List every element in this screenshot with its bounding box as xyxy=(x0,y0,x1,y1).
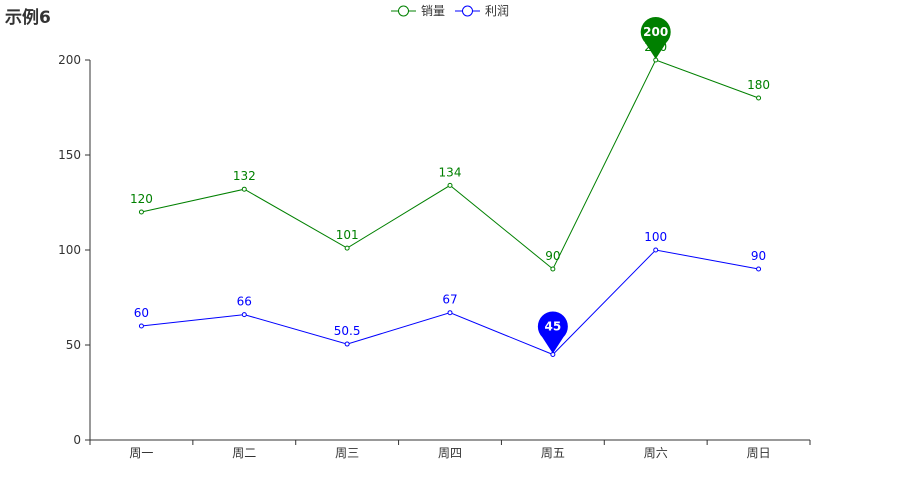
data-label: 100 xyxy=(644,230,667,244)
data-point[interactable] xyxy=(756,266,762,272)
x-tick-label: 周一 xyxy=(129,446,153,460)
x-tick-label: 周六 xyxy=(644,446,668,460)
data-point[interactable] xyxy=(344,341,350,347)
chart-title: 示例6 xyxy=(5,8,51,28)
data-point[interactable] xyxy=(138,323,144,329)
data-label: 180 xyxy=(747,78,770,92)
data-label: 60 xyxy=(134,306,149,320)
legend-item-1[interactable]: 销量 xyxy=(391,4,445,18)
series-1: 12013210113490200180 xyxy=(130,40,770,272)
y-tick-label: 0 xyxy=(73,433,81,447)
data-point[interactable] xyxy=(653,247,659,253)
data-point[interactable] xyxy=(241,186,247,192)
x-tick-label: 周五 xyxy=(541,446,565,460)
legend[interactable]: 销量 利润 xyxy=(391,4,509,18)
data-label: 90 xyxy=(751,249,766,263)
data-label: 120 xyxy=(130,192,153,206)
legend-symbol xyxy=(398,5,409,17)
marker-pin-min[interactable]: 45 xyxy=(537,311,568,354)
data-point[interactable] xyxy=(344,245,350,251)
x-tick-label: 周日 xyxy=(747,446,771,460)
y-tick-label: 50 xyxy=(66,338,81,352)
legend-item-2[interactable]: 利润 xyxy=(455,4,509,18)
data-label: 66 xyxy=(237,295,252,309)
data-label: 134 xyxy=(439,165,462,179)
legend-label: 销量 xyxy=(421,4,445,18)
legend-label: 利润 xyxy=(485,4,509,18)
data-point[interactable] xyxy=(550,266,556,272)
pin-shape xyxy=(640,17,671,60)
data-label: 132 xyxy=(233,169,256,183)
data-point[interactable] xyxy=(241,312,247,318)
legend-symbol xyxy=(462,5,473,17)
data-point[interactable] xyxy=(756,95,762,101)
y-tick-label: 200 xyxy=(58,53,81,67)
data-point[interactable] xyxy=(447,310,453,316)
pin-value: 45 xyxy=(545,320,562,334)
series-2: 60 66 50.5 67 100 90 xyxy=(134,230,766,357)
data-label: 50.5 xyxy=(334,324,361,338)
x-tick-label: 周四 xyxy=(438,446,462,460)
data-label: 101 xyxy=(336,228,359,242)
data-point[interactable] xyxy=(138,209,144,215)
y-tick-label: 150 xyxy=(58,148,81,162)
x-tick-label: 周三 xyxy=(335,446,359,460)
data-point[interactable] xyxy=(447,182,453,188)
data-label: 90 xyxy=(545,249,560,263)
pin-value: 200 xyxy=(643,25,668,39)
marker-pin-max[interactable]: 200 xyxy=(640,17,671,60)
axes: 0 50 100 150 200 周一 周二 周三 周四 周五 周六 周日 xyxy=(58,53,811,460)
pin-shape xyxy=(537,311,568,354)
data-label: 67 xyxy=(442,293,457,307)
x-tick-label: 周二 xyxy=(232,446,256,460)
y-tick-label: 100 xyxy=(58,243,81,257)
